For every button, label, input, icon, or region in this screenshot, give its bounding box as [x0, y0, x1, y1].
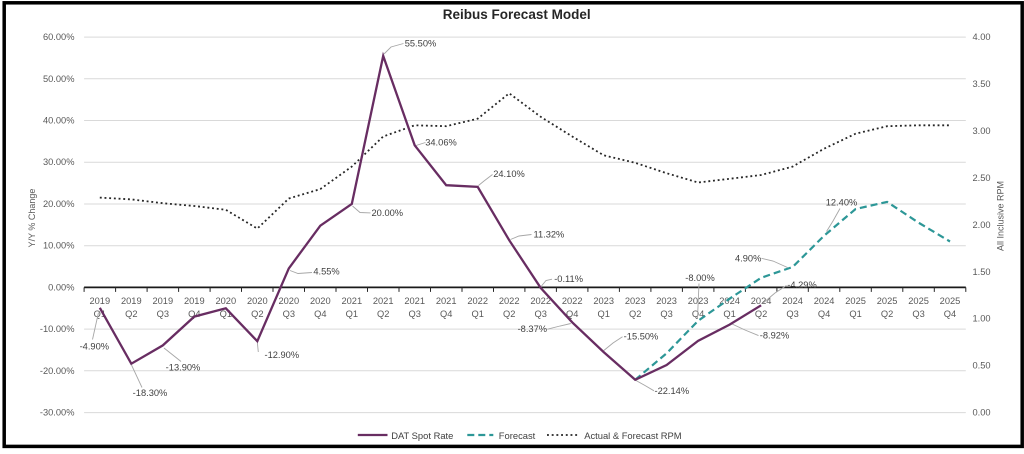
- svg-text:2021: 2021: [436, 296, 457, 306]
- svg-text:0.00%: 0.00%: [48, 282, 74, 292]
- svg-text:2024: 2024: [751, 296, 772, 306]
- svg-text:-18.30%: -18.30%: [133, 388, 168, 398]
- svg-text:Y/Y % Change: Y/Y % Change: [27, 189, 37, 248]
- svg-text:20.00%: 20.00%: [43, 199, 75, 209]
- svg-text:2021: 2021: [373, 296, 394, 306]
- svg-text:Forecast: Forecast: [499, 430, 536, 441]
- svg-text:Q2: Q2: [125, 309, 137, 319]
- svg-text:2020: 2020: [310, 296, 331, 306]
- svg-text:2019: 2019: [89, 296, 110, 306]
- svg-text:-22.14%: -22.14%: [654, 386, 689, 396]
- svg-text:2.00: 2.00: [973, 220, 991, 230]
- svg-text:Q3: Q3: [786, 309, 798, 319]
- svg-text:2022: 2022: [530, 296, 551, 306]
- svg-text:Q1: Q1: [220, 309, 232, 319]
- svg-text:11.32%: 11.32%: [533, 230, 564, 240]
- svg-text:20.00%: 20.00%: [372, 208, 404, 218]
- svg-text:3.50: 3.50: [973, 79, 991, 89]
- svg-text:-8.92%: -8.92%: [760, 331, 789, 341]
- svg-text:Q1: Q1: [723, 309, 735, 319]
- svg-text:Q2: Q2: [629, 309, 641, 319]
- svg-text:2023: 2023: [656, 296, 677, 306]
- svg-text:-8.00%: -8.00%: [685, 273, 714, 283]
- svg-text:Q4: Q4: [818, 309, 830, 319]
- svg-text:12.40%: 12.40%: [826, 198, 858, 208]
- svg-text:10.00%: 10.00%: [43, 241, 75, 251]
- svg-text:1.00: 1.00: [973, 314, 991, 324]
- svg-text:Q3: Q3: [660, 309, 672, 319]
- svg-text:-8.37%: -8.37%: [518, 324, 547, 334]
- svg-text:2019: 2019: [184, 296, 205, 306]
- svg-text:2020: 2020: [215, 296, 236, 306]
- svg-text:-10.00%: -10.00%: [40, 324, 75, 334]
- svg-text:0.50: 0.50: [973, 361, 991, 371]
- svg-text:2023: 2023: [593, 296, 614, 306]
- svg-text:34.06%: 34.06%: [425, 138, 457, 148]
- svg-text:Q2: Q2: [377, 309, 389, 319]
- svg-text:1.50: 1.50: [973, 267, 991, 277]
- svg-text:All Inclusive RPM: All Inclusive RPM: [996, 181, 1006, 251]
- svg-text:2020: 2020: [247, 296, 268, 306]
- svg-text:2019: 2019: [121, 296, 142, 306]
- svg-text:Q2: Q2: [251, 309, 263, 319]
- svg-text:2022: 2022: [562, 296, 583, 306]
- svg-text:2024: 2024: [782, 296, 803, 306]
- svg-text:Q1: Q1: [597, 309, 609, 319]
- svg-text:3.00: 3.00: [973, 126, 991, 136]
- svg-text:60.00%: 60.00%: [43, 32, 75, 42]
- svg-text:2021: 2021: [341, 296, 362, 306]
- svg-text:2021: 2021: [404, 296, 425, 306]
- svg-text:55.50%: 55.50%: [405, 39, 437, 49]
- svg-text:Q3: Q3: [283, 309, 295, 319]
- svg-text:0.00: 0.00: [973, 408, 991, 418]
- svg-text:Q3: Q3: [408, 309, 420, 319]
- svg-text:Q2: Q2: [755, 309, 767, 319]
- svg-text:2025: 2025: [845, 296, 866, 306]
- svg-text:Q4: Q4: [566, 309, 578, 319]
- svg-text:2025: 2025: [877, 296, 898, 306]
- svg-text:-20.00%: -20.00%: [40, 366, 75, 376]
- svg-text:4.55%: 4.55%: [313, 267, 339, 277]
- svg-text:Q3: Q3: [912, 309, 924, 319]
- svg-text:2025: 2025: [940, 296, 961, 306]
- svg-text:-15.50%: -15.50%: [624, 332, 659, 342]
- svg-text:Q1: Q1: [849, 309, 861, 319]
- svg-text:Q1: Q1: [471, 309, 483, 319]
- svg-text:Q2: Q2: [881, 309, 893, 319]
- svg-text:30.00%: 30.00%: [43, 157, 75, 167]
- svg-text:-13.90%: -13.90%: [166, 363, 201, 373]
- svg-text:2022: 2022: [467, 296, 488, 306]
- svg-text:2024: 2024: [814, 296, 835, 306]
- svg-text:Q3: Q3: [534, 309, 546, 319]
- svg-text:2023: 2023: [625, 296, 646, 306]
- svg-text:Q2: Q2: [503, 309, 515, 319]
- svg-text:-0.11%: -0.11%: [554, 274, 583, 284]
- svg-text:Q1: Q1: [346, 309, 358, 319]
- svg-text:Q3: Q3: [157, 309, 169, 319]
- svg-text:Q4: Q4: [440, 309, 452, 319]
- svg-text:2025: 2025: [908, 296, 929, 306]
- svg-text:4.00: 4.00: [973, 32, 991, 42]
- svg-text:2024: 2024: [719, 296, 740, 306]
- svg-text:Q4: Q4: [944, 309, 956, 319]
- svg-text:Q4: Q4: [314, 309, 326, 319]
- svg-text:2019: 2019: [152, 296, 173, 306]
- svg-text:2.50: 2.50: [973, 173, 991, 183]
- svg-text:4.90%: 4.90%: [735, 254, 761, 264]
- svg-text:2022: 2022: [499, 296, 520, 306]
- svg-text:24.10%: 24.10%: [493, 169, 525, 179]
- svg-text:-12.90%: -12.90%: [264, 350, 299, 360]
- svg-text:-4.90%: -4.90%: [80, 342, 109, 352]
- svg-text:2020: 2020: [278, 296, 299, 306]
- svg-text:40.00%: 40.00%: [43, 116, 75, 126]
- svg-text:Q4: Q4: [188, 309, 200, 319]
- svg-text:-30.00%: -30.00%: [40, 408, 75, 418]
- svg-text:50.00%: 50.00%: [43, 74, 75, 84]
- svg-text:-4.29%: -4.29%: [787, 280, 816, 290]
- svg-text:DAT Spot Rate: DAT Spot Rate: [391, 430, 453, 441]
- svg-text:Reibus Forecast Model: Reibus Forecast Model: [443, 7, 591, 22]
- svg-text:Q1: Q1: [94, 309, 106, 319]
- svg-text:Actual & Forecast RPM: Actual & Forecast RPM: [584, 430, 682, 441]
